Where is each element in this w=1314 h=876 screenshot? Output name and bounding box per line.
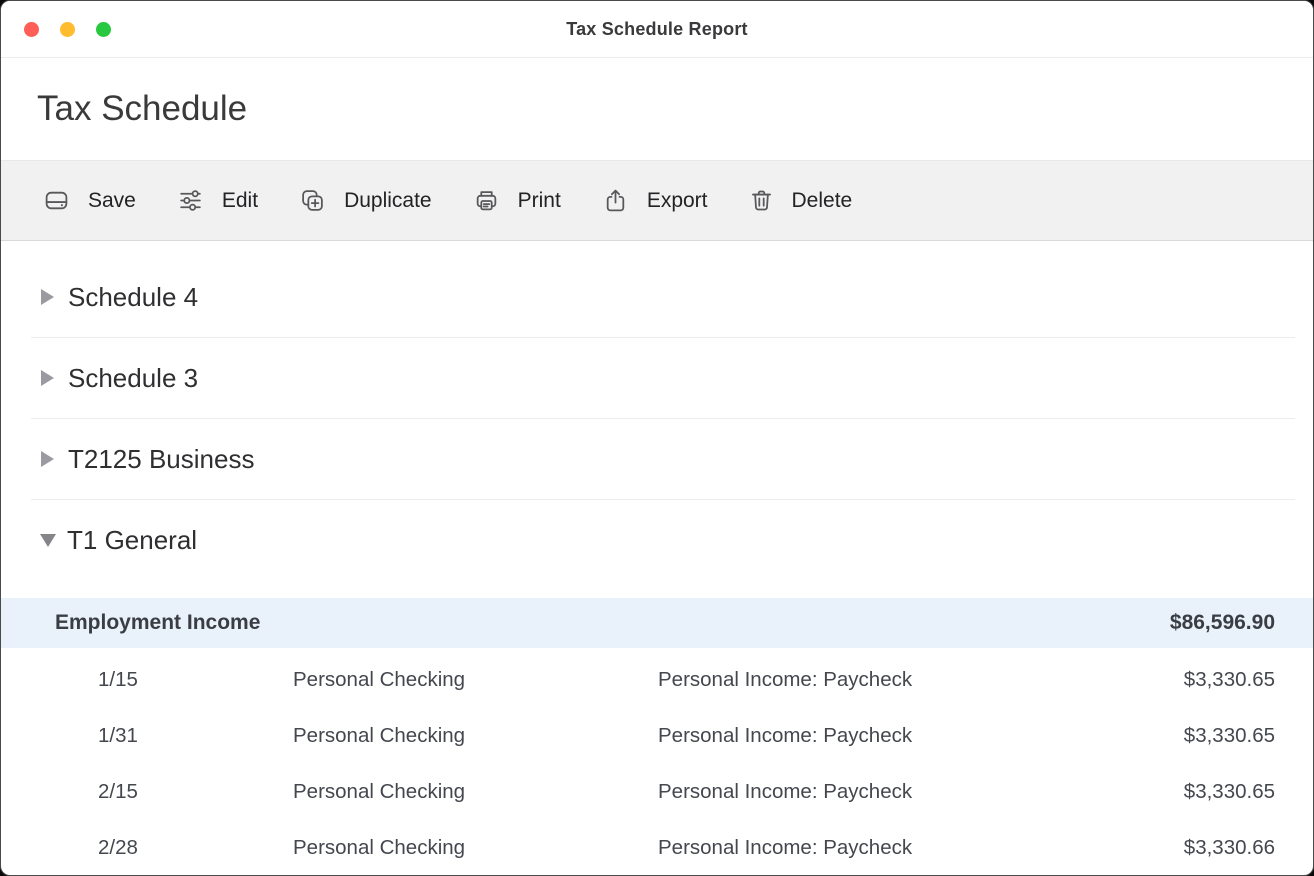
disclosure-down-icon[interactable]: [40, 533, 56, 547]
print-button-label: Print: [517, 188, 561, 212]
edit-button-label: Edit: [221, 188, 259, 212]
table-row[interactable]: 2/28 Personal Checking Personal Income: …: [1, 820, 1313, 875]
printer-icon: [473, 188, 500, 213]
cell-account: Personal Checking: [293, 780, 466, 803]
section-label: Schedule 3: [68, 362, 199, 393]
disclosure-right-icon[interactable]: [41, 289, 54, 305]
section-label: Schedule 4: [68, 281, 199, 312]
section-divider: [31, 337, 1295, 338]
close-window-button[interactable]: [24, 21, 39, 37]
cell-amount: $3,330.65: [1183, 668, 1275, 691]
section-label: T1 General: [67, 524, 198, 555]
sliders-icon: [177, 188, 204, 213]
cell-account: Personal Checking: [293, 724, 466, 747]
cell-category: Personal Income: Paycheck: [658, 836, 913, 859]
group-label: Employment Income: [55, 611, 261, 634]
save-button-label: Save: [88, 188, 136, 212]
duplicate-button-label: Duplicate: [344, 188, 432, 212]
section-t2125-business[interactable]: T2125 Business: [1, 419, 1313, 499]
cell-date: 2/15: [98, 780, 138, 803]
export-button[interactable]: Export: [602, 188, 708, 213]
duplicate-button[interactable]: Duplicate: [299, 188, 432, 213]
export-button-label: Export: [646, 188, 708, 212]
disclosure-right-icon[interactable]: [41, 370, 54, 386]
schedule-sections: Schedule 4 Schedule 3 T2125 Business T1 …: [1, 241, 1313, 580]
table-row[interactable]: 1/15 Personal Checking Personal Income: …: [1, 652, 1313, 708]
section-schedule-3[interactable]: Schedule 3: [1, 338, 1313, 418]
cell-amount: $3,330.65: [1183, 724, 1275, 747]
section-schedule-4[interactable]: Schedule 4: [1, 257, 1313, 337]
group-total: $86,596.90: [1169, 611, 1275, 634]
cell-category: Personal Income: Paycheck: [658, 780, 913, 803]
cell-date: 1/31: [98, 724, 138, 747]
page-header: Tax Schedule: [1, 58, 1313, 160]
cell-account: Personal Checking: [293, 668, 466, 691]
cell-amount: $3,330.66: [1183, 836, 1275, 859]
minimize-window-button[interactable]: [60, 21, 75, 37]
section-label: T2125 Business: [68, 443, 255, 474]
toolbar: Save Edit Duplicate: [1, 160, 1313, 241]
share-export-icon: [602, 188, 629, 213]
edit-button[interactable]: Edit: [177, 188, 258, 213]
save-drive-icon: [43, 188, 70, 213]
table-row[interactable]: 1/31 Personal Checking Personal Income: …: [1, 708, 1313, 764]
window-title: Tax Schedule Report: [566, 18, 748, 39]
page-title: Tax Schedule: [37, 89, 248, 128]
table-row[interactable]: 2/15 Personal Checking Personal Income: …: [1, 764, 1313, 820]
section-divider: [31, 418, 1295, 419]
section-divider: [31, 499, 1295, 500]
cell-amount: $3,330.65: [1183, 780, 1275, 803]
group-row-employment-income[interactable]: Employment Income $86,596.90: [1, 598, 1313, 648]
traffic-lights: [24, 1, 111, 57]
duplicate-plus-icon: [299, 188, 326, 213]
delete-button-label: Delete: [791, 188, 853, 212]
zoom-window-button[interactable]: [96, 21, 111, 37]
cell-account: Personal Checking: [293, 836, 466, 859]
titlebar: Tax Schedule Report: [1, 1, 1313, 58]
section-t1-general[interactable]: T1 General: [1, 500, 1313, 580]
transaction-rows: 1/15 Personal Checking Personal Income: …: [1, 648, 1313, 875]
report-body: Employment Income $86,596.90 1/15 Person…: [1, 598, 1313, 875]
delete-button[interactable]: Delete: [749, 188, 853, 213]
disclosure-right-icon[interactable]: [41, 451, 54, 467]
cell-date: 1/15: [98, 668, 138, 691]
cell-date: 2/28: [98, 836, 138, 859]
cell-category: Personal Income: Paycheck: [658, 668, 913, 691]
trash-icon: [749, 188, 774, 213]
print-button[interactable]: Print: [473, 188, 561, 213]
cell-category: Personal Income: Paycheck: [658, 724, 913, 747]
save-button[interactable]: Save: [43, 188, 136, 213]
